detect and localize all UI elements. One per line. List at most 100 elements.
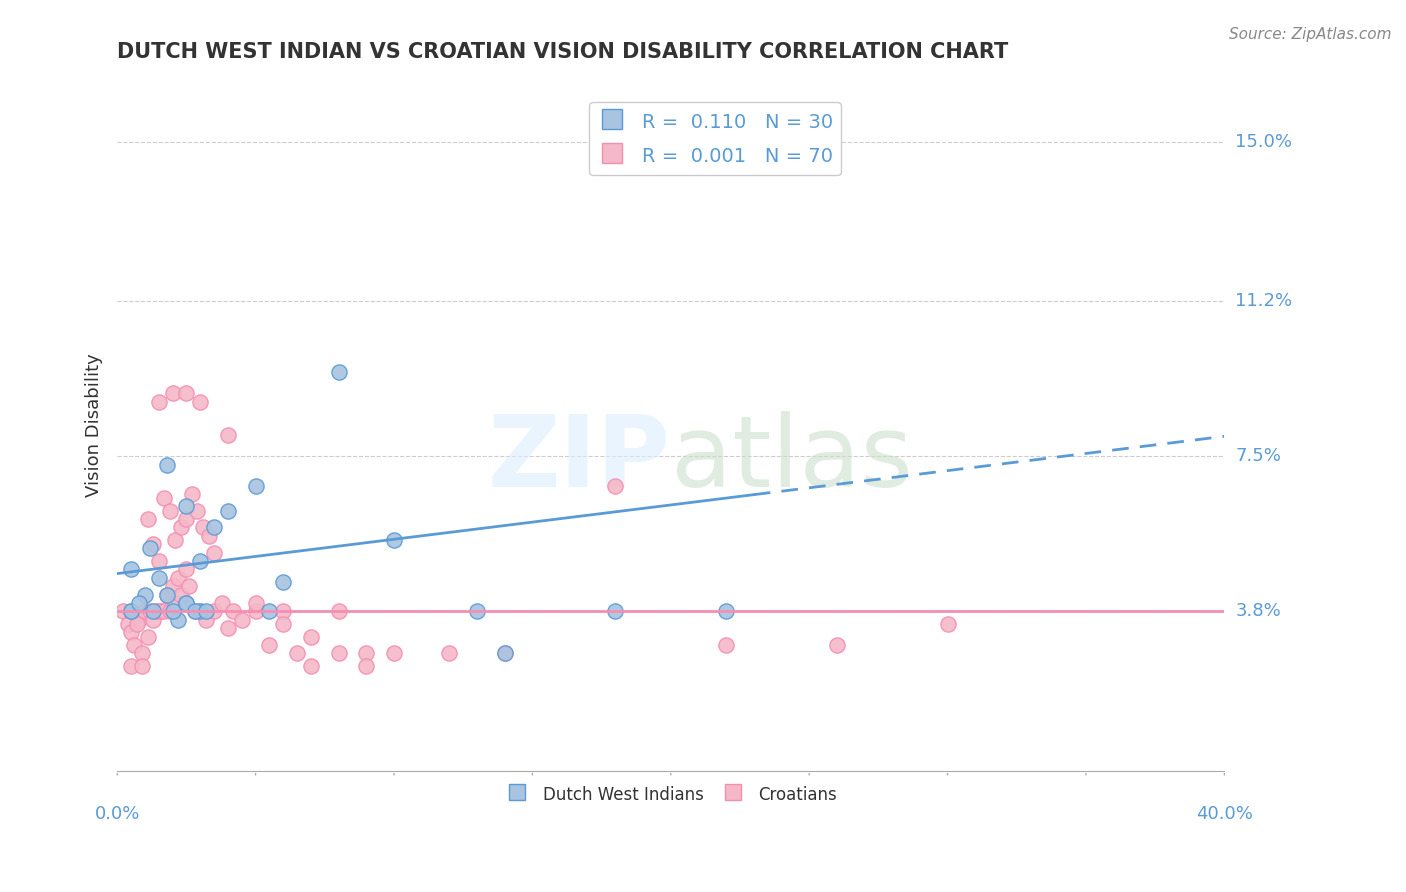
Point — [217, 621, 239, 635]
Text: 11.2%: 11.2% — [1236, 292, 1292, 310]
Point — [202, 520, 225, 534]
Point — [111, 604, 134, 618]
Point — [382, 533, 405, 547]
Text: 0.0%: 0.0% — [94, 805, 139, 823]
Point — [176, 596, 198, 610]
Point — [159, 604, 181, 618]
Text: 15.0%: 15.0% — [1236, 133, 1292, 151]
Point — [136, 630, 159, 644]
Point — [465, 604, 488, 618]
Point — [439, 646, 461, 660]
Point — [179, 579, 201, 593]
Point — [165, 533, 187, 547]
Point — [714, 638, 737, 652]
Point — [217, 504, 239, 518]
Point — [382, 646, 405, 660]
Point — [117, 616, 139, 631]
Point — [245, 596, 267, 610]
Point — [159, 504, 181, 518]
Point — [162, 386, 184, 401]
Point — [181, 487, 204, 501]
Text: DUTCH WEST INDIAN VS CROATIAN VISION DISABILITY CORRELATION CHART: DUTCH WEST INDIAN VS CROATIAN VISION DIS… — [117, 42, 1008, 62]
Point — [122, 638, 145, 652]
Point — [176, 386, 198, 401]
Point — [494, 646, 516, 660]
Point — [259, 604, 281, 618]
Point — [202, 604, 225, 618]
Text: 40.0%: 40.0% — [1197, 805, 1253, 823]
Point — [162, 579, 184, 593]
Point — [285, 646, 308, 660]
Point — [194, 604, 217, 618]
Point — [156, 588, 179, 602]
Point — [120, 604, 142, 618]
Point — [120, 625, 142, 640]
Point — [328, 646, 350, 660]
Point — [188, 604, 211, 618]
Point — [153, 604, 176, 618]
Point — [186, 504, 208, 518]
Point — [167, 571, 190, 585]
Point — [128, 613, 150, 627]
Point — [936, 616, 959, 631]
Point — [176, 562, 198, 576]
Point — [605, 604, 627, 618]
Point — [153, 491, 176, 505]
Point — [139, 541, 162, 556]
Point — [128, 596, 150, 610]
Point — [714, 604, 737, 618]
Point — [134, 604, 156, 618]
Point — [271, 604, 294, 618]
Text: Source: ZipAtlas.com: Source: ZipAtlas.com — [1229, 27, 1392, 42]
Point — [120, 604, 142, 618]
Legend: Dutch West Indians, Croatians: Dutch West Indians, Croatians — [498, 777, 844, 811]
Point — [231, 613, 253, 627]
Point — [188, 554, 211, 568]
Point — [605, 478, 627, 492]
Point — [183, 604, 205, 618]
Point — [120, 659, 142, 673]
Point — [188, 604, 211, 618]
Point — [271, 574, 294, 589]
Point — [222, 604, 245, 618]
Point — [148, 394, 170, 409]
Point — [176, 512, 198, 526]
Point — [356, 646, 378, 660]
Point — [142, 537, 165, 551]
Point — [328, 604, 350, 618]
Point — [197, 529, 219, 543]
Point — [271, 616, 294, 631]
Point — [167, 613, 190, 627]
Point — [188, 394, 211, 409]
Point — [148, 554, 170, 568]
Point — [183, 604, 205, 618]
Text: 3.8%: 3.8% — [1236, 602, 1281, 620]
Point — [356, 659, 378, 673]
Point — [142, 604, 165, 618]
Y-axis label: Vision Disability: Vision Disability — [86, 353, 103, 497]
Point — [145, 604, 167, 618]
Point — [170, 520, 193, 534]
Point — [148, 571, 170, 585]
Point — [165, 596, 187, 610]
Point — [125, 616, 148, 631]
Point — [170, 588, 193, 602]
Point — [131, 646, 153, 660]
Text: atlas: atlas — [671, 411, 912, 508]
Point — [142, 613, 165, 627]
Point — [148, 604, 170, 618]
Point — [259, 638, 281, 652]
Point — [211, 596, 233, 610]
Point — [299, 659, 322, 673]
Point — [191, 520, 214, 534]
Point — [131, 659, 153, 673]
Point — [120, 562, 142, 576]
Point — [245, 604, 267, 618]
Point — [299, 630, 322, 644]
Point — [162, 604, 184, 618]
Point — [328, 365, 350, 379]
Point — [176, 596, 198, 610]
Point — [825, 638, 848, 652]
Point — [245, 478, 267, 492]
Point — [134, 588, 156, 602]
